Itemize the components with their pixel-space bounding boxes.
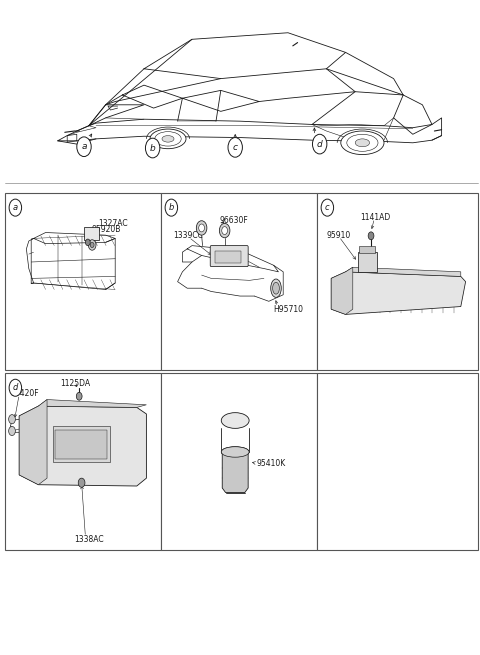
Circle shape: [222, 227, 228, 234]
Text: 95410K: 95410K: [257, 458, 286, 468]
Ellipse shape: [341, 131, 384, 155]
Text: 1125DA: 1125DA: [60, 379, 90, 388]
Circle shape: [321, 199, 334, 216]
Ellipse shape: [271, 279, 281, 297]
Circle shape: [9, 415, 15, 424]
Bar: [161, 373, 317, 550]
Text: a: a: [13, 203, 18, 212]
Text: b: b: [150, 143, 156, 153]
Circle shape: [145, 138, 160, 158]
Text: 1327AC: 1327AC: [98, 219, 128, 228]
Text: 95420F: 95420F: [11, 388, 39, 398]
Ellipse shape: [162, 136, 174, 142]
Polygon shape: [346, 267, 461, 276]
Text: 95910: 95910: [326, 231, 351, 240]
Circle shape: [165, 199, 178, 216]
Bar: [215, 251, 241, 263]
Circle shape: [88, 240, 96, 250]
Polygon shape: [222, 452, 248, 493]
Bar: [359, 246, 375, 253]
Circle shape: [76, 392, 82, 400]
Bar: [317, 373, 478, 550]
Circle shape: [90, 242, 94, 248]
Ellipse shape: [355, 139, 370, 147]
Polygon shape: [331, 272, 466, 314]
Circle shape: [77, 137, 91, 157]
Polygon shape: [19, 400, 47, 485]
Ellipse shape: [150, 129, 186, 149]
Polygon shape: [19, 406, 146, 486]
Text: 95920B: 95920B: [91, 225, 120, 234]
Ellipse shape: [221, 447, 249, 457]
FancyBboxPatch shape: [210, 246, 248, 267]
Text: d: d: [317, 140, 323, 149]
Bar: [55, 430, 107, 458]
Text: 1339CC: 1339CC: [173, 231, 203, 240]
Ellipse shape: [155, 132, 181, 146]
Circle shape: [199, 224, 204, 232]
Text: c: c: [233, 143, 238, 152]
Text: H95710: H95710: [274, 305, 303, 314]
Circle shape: [312, 134, 327, 154]
Text: c: c: [325, 203, 330, 212]
Text: b: b: [168, 203, 174, 212]
Bar: [161, 193, 317, 370]
Circle shape: [9, 379, 22, 396]
Bar: [5, 373, 161, 550]
Polygon shape: [38, 400, 146, 407]
Circle shape: [78, 478, 85, 487]
Ellipse shape: [221, 413, 249, 428]
Circle shape: [9, 426, 15, 436]
Circle shape: [196, 221, 207, 235]
Polygon shape: [331, 267, 353, 314]
Text: a: a: [81, 142, 87, 151]
Bar: [5, 193, 161, 370]
Text: 1338AC: 1338AC: [74, 534, 104, 544]
Ellipse shape: [347, 134, 378, 151]
Bar: [53, 426, 110, 462]
Circle shape: [368, 232, 374, 240]
Bar: [358, 252, 377, 272]
Circle shape: [228, 138, 242, 157]
Text: d: d: [12, 383, 18, 392]
Text: 1141AD: 1141AD: [360, 213, 390, 222]
Ellipse shape: [221, 447, 249, 457]
Circle shape: [9, 199, 22, 216]
Bar: [84, 227, 99, 240]
Bar: [317, 193, 478, 370]
Circle shape: [85, 239, 90, 246]
Text: 96630F: 96630F: [220, 216, 249, 225]
Ellipse shape: [273, 282, 279, 294]
Circle shape: [219, 223, 230, 238]
